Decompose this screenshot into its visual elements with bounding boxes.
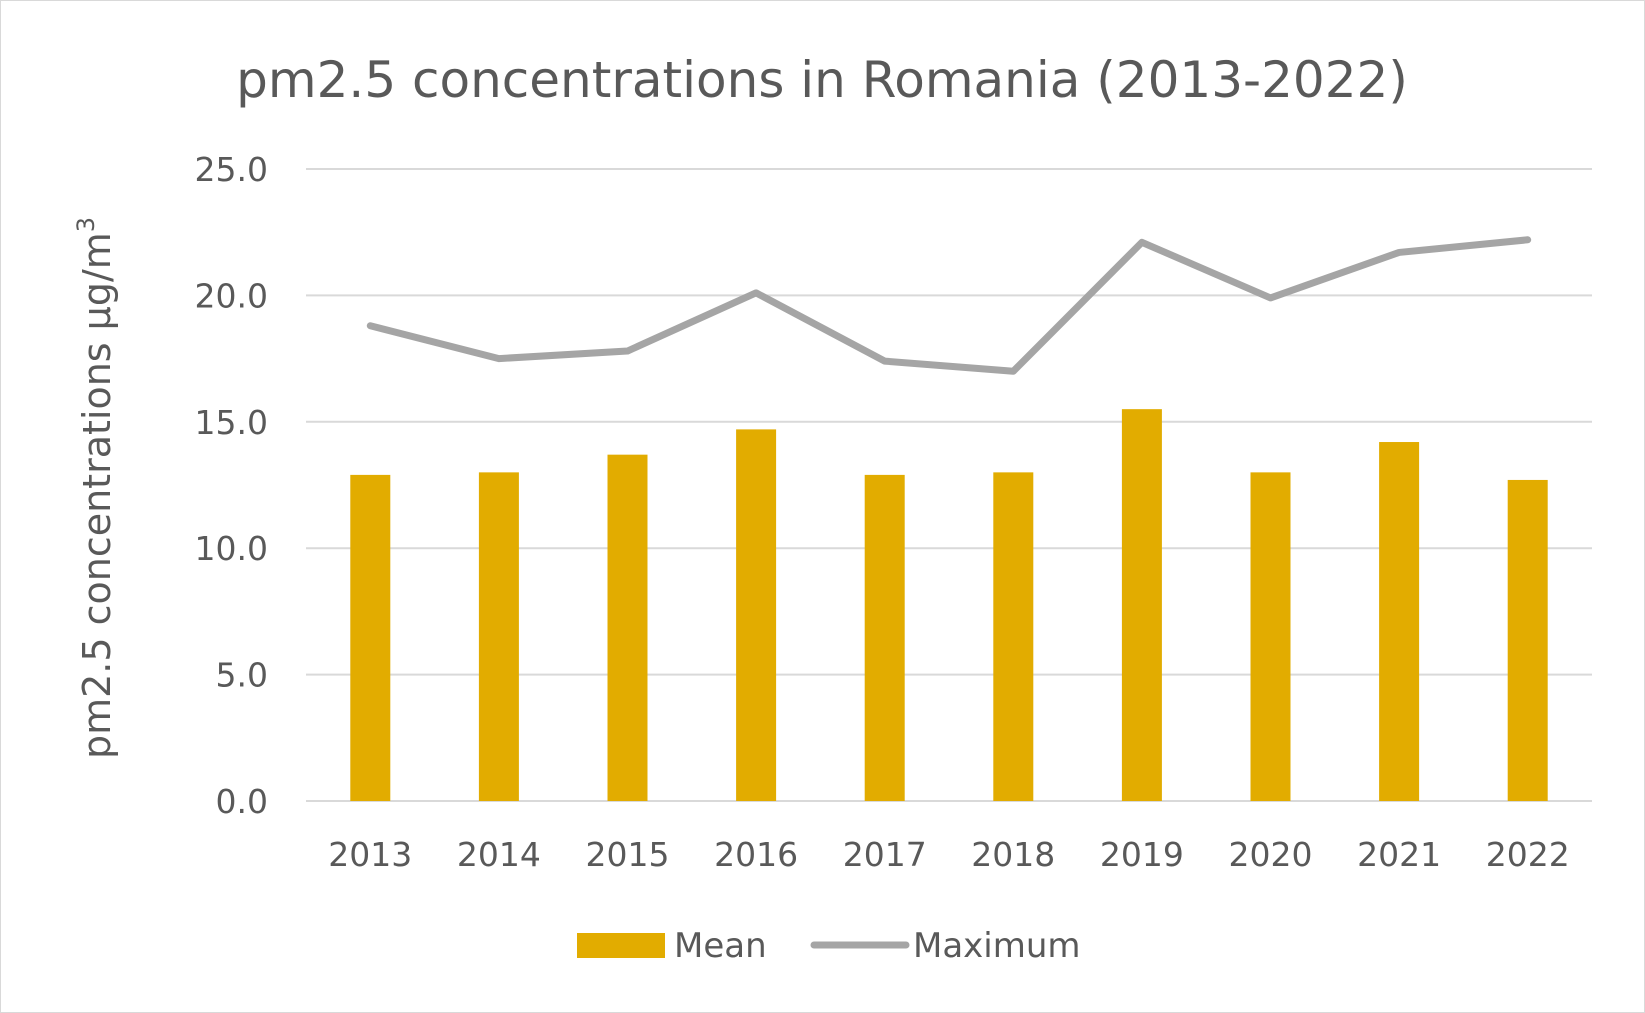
x-axis-ticks: 2013 2014 2015 2016 2017 2018 2019 2020 2021 2022 (328, 835, 1569, 874)
y-tick-label: 20.0 (195, 276, 268, 315)
y-axis-ticks: 0.0 5.0 10.0 15.0 20.0 25.0 (195, 150, 268, 821)
x-tick-label: 2021 (1357, 835, 1441, 874)
x-tick-label: 2015 (586, 835, 670, 874)
chart-title: pm2.5 concentrations in Romania (2013-20… (236, 51, 1408, 109)
legend-mean-label: Mean (674, 926, 767, 966)
y-tick-label: 5.0 (216, 656, 268, 695)
x-tick-label: 2022 (1486, 835, 1570, 874)
x-tick-label: 2019 (1100, 835, 1184, 874)
mean-bars (350, 409, 1548, 801)
y-axis-label-text: pm2.5 concentrations µg/m (75, 232, 119, 759)
bar-mean-2020 (1250, 472, 1291, 801)
bar-mean-2021 (1379, 442, 1420, 801)
y-axis-label-superscript: 3 (72, 217, 100, 232)
maximum-line-group (366, 236, 1532, 375)
y-axis-label: pm2.5 concentrations µg/m3 (72, 217, 119, 759)
bar-mean-2017 (864, 474, 905, 801)
bar-mean-2019 (1121, 409, 1162, 801)
legend-mean-swatch (577, 933, 665, 958)
bar-mean-2018 (993, 472, 1034, 801)
gridlines (306, 168, 1592, 802)
maximum-series-line (366, 236, 1532, 375)
x-tick-label: 2018 (971, 835, 1055, 874)
x-tick-label: 2013 (328, 835, 412, 874)
y-tick-label: 0.0 (216, 782, 268, 821)
y-tick-label: 15.0 (195, 403, 268, 442)
bar-mean-2016 (736, 429, 777, 801)
x-tick-label: 2020 (1229, 835, 1313, 874)
legend-maximum-label: Maximum (913, 926, 1081, 966)
y-tick-label: 25.0 (195, 150, 268, 189)
bar-mean-2022 (1507, 479, 1548, 801)
x-tick-label: 2017 (843, 835, 927, 874)
y-tick-label: 10.0 (195, 529, 268, 568)
bar-mean-2014 (478, 472, 519, 801)
bar-mean-2015 (607, 454, 648, 801)
x-tick-label: 2016 (714, 835, 798, 874)
bar-mean-2013 (350, 474, 391, 801)
legend: Mean Maximum (577, 926, 1081, 966)
x-tick-label: 2014 (457, 835, 541, 874)
